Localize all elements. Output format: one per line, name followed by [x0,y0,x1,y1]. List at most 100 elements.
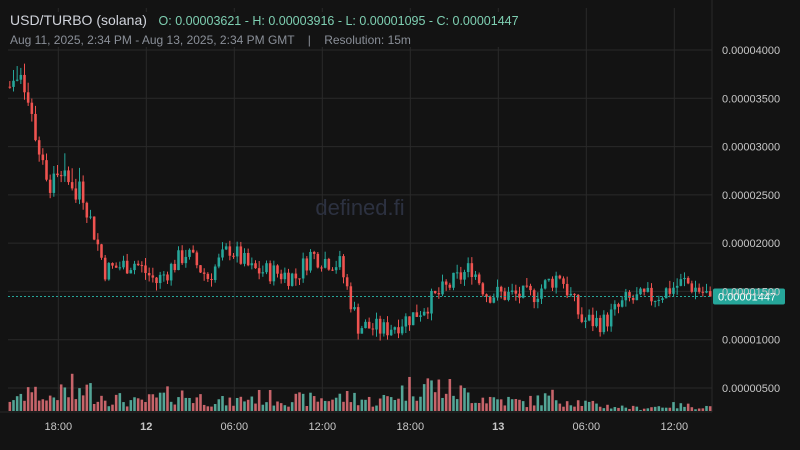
candle-body [19,74,23,80]
volume-bar [67,397,70,411]
candle-body [463,272,466,280]
volume-bar [41,399,45,411]
volume-bar [111,404,114,411]
volume-bar [268,390,272,411]
volume-bar [485,403,488,411]
volume-bar [305,406,309,411]
volume-bar [708,406,712,411]
candle-body [155,277,158,284]
volume-bar [217,399,221,411]
candle-body [591,314,595,327]
volume-bar [309,392,312,411]
candle-body [111,263,114,266]
candle-body [202,272,206,274]
candle-body [56,173,59,176]
volume-bar [507,396,510,411]
volume-bar [158,392,162,411]
volume-bar [609,408,613,411]
volume-bar [151,394,155,411]
volume-bar [598,406,602,411]
volume-bar [232,405,235,411]
volume-bar [235,397,239,411]
volume-bar [243,401,246,411]
volume-bar [664,407,668,411]
volume-bar [397,398,400,411]
volume-bar [672,402,675,411]
volume-bar [74,399,78,411]
candle-body [360,328,364,334]
candle-body [232,255,235,257]
candle-body [89,216,92,218]
volume-bar [529,395,532,411]
volume-bar [470,403,474,411]
volume-bar [15,396,19,411]
volume-bar [342,401,345,411]
candle-body [664,288,668,299]
candle-body [70,182,74,189]
volume-bar [580,405,584,411]
candle-body [107,263,111,280]
candle-body [173,263,177,271]
candle-body [272,265,276,282]
volume-bar [224,405,228,411]
volume-bar [279,403,283,411]
time-range-row: Aug 11, 2025, 2:34 PM - Aug 13, 2025, 2:… [10,33,519,47]
volume-bar [591,400,595,411]
volume-bar [492,397,496,411]
candle-body [353,307,356,310]
candle-body [100,244,103,258]
volume-bar [202,404,206,411]
time-axis[interactable]: 18:00 12 06:00 12:00 18:00 13 06:00 12:00 [45,421,689,433]
ohlc-readout: O: 0.00003621 - H: 0.00003916 - L: 0.000… [158,14,519,28]
candle-body [470,263,474,277]
candle-body [290,273,294,286]
volume-bar [364,399,367,411]
candle-body [587,314,591,321]
candle-body [287,272,290,286]
volume-bar [382,394,386,411]
candle-body [375,318,378,330]
candle-body [708,291,712,297]
candle-body [48,179,52,193]
volume-bar [576,400,580,411]
candle-body [349,286,353,310]
volume-bar [499,399,503,411]
candle-body [459,272,463,280]
resolution: Resolution: 15m [324,33,411,47]
candle-body [437,293,441,295]
volume-bar [624,407,628,411]
candle-body [228,246,232,256]
candle-body [261,272,265,274]
volume-bar [617,407,620,411]
candle-body [8,86,12,88]
candle-body [195,252,199,266]
candle-body [525,285,529,287]
candle-body [136,263,140,266]
candle-body [598,317,602,333]
volume-bar [320,398,323,411]
candle-body [554,275,558,288]
price-axis[interactable]: 0.00004000 0.00003500 0.00003000 0.00002500… [722,45,780,395]
volume-bar [316,401,320,411]
candle-body [477,274,481,284]
candle-body [96,239,100,245]
volume-bar [437,379,441,411]
candle-body [309,251,312,271]
time-range: Aug 11, 2025, 2:34 PM - Aug 13, 2025, 2:… [10,33,295,47]
candle-body [653,300,657,302]
volume-bar [257,389,261,411]
candle-body [628,292,631,298]
volume-bar [426,378,430,411]
candle-body [547,278,551,281]
volume-bar [404,400,408,411]
candle-body [521,285,525,298]
candle-body [408,316,411,326]
volume-bar [210,406,213,411]
candle-body [342,256,345,278]
volume-bar [565,401,569,411]
volume-bar [100,395,103,411]
candle-body [85,202,89,218]
candle-body [562,278,565,284]
volume-bar [602,408,606,411]
